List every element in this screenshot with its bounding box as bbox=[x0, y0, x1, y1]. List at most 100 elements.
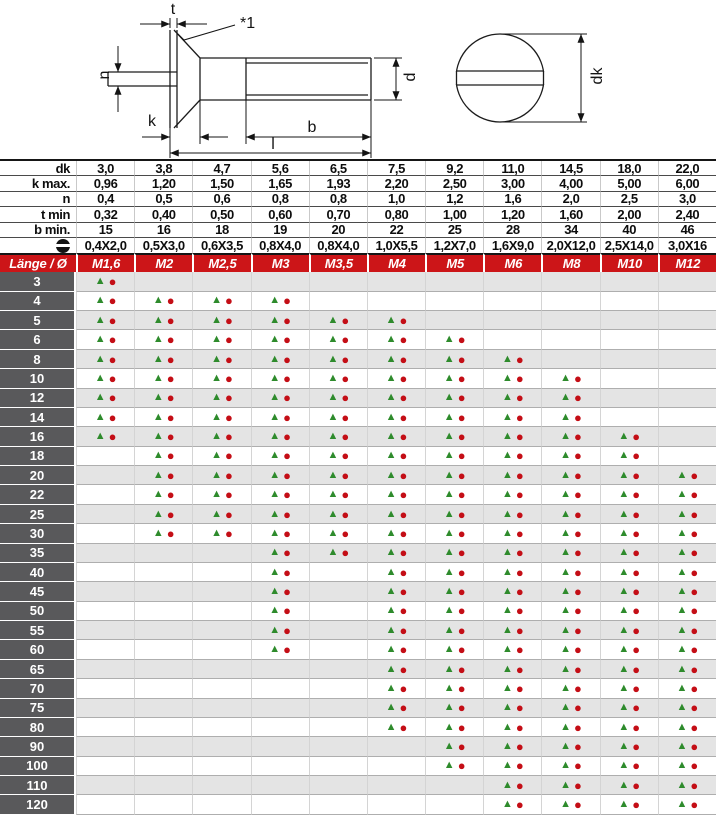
triangle-marker-icon: ▲ bbox=[385, 352, 397, 365]
circle-marker-icon: ● bbox=[690, 603, 699, 619]
availability-cell: ▲ ● bbox=[483, 621, 542, 641]
availability-cell bbox=[192, 621, 251, 641]
triangle-marker-icon: ▲ bbox=[327, 507, 339, 520]
triangle-marker-icon: ▲ bbox=[560, 468, 572, 481]
availability-cell bbox=[425, 776, 484, 796]
column-header-m10: M10 bbox=[599, 253, 658, 273]
triangle-marker-icon: ▲ bbox=[211, 468, 222, 481]
circle-marker-icon: ● bbox=[283, 564, 291, 580]
triangle-marker-icon: ▲ bbox=[501, 623, 513, 636]
availability-cell bbox=[134, 562, 193, 583]
triangle-marker-icon: ▲ bbox=[94, 410, 106, 423]
triangle-marker-icon: ▲ bbox=[501, 585, 513, 598]
availability-cell: ▲ ● bbox=[483, 349, 542, 370]
availability-cell: ▲ ● bbox=[76, 407, 135, 428]
triangle-marker-icon: ▲ bbox=[676, 468, 688, 481]
availability-cell: ▲ ● bbox=[599, 601, 658, 622]
circle-marker-icon: ● bbox=[166, 312, 175, 328]
circle-marker-icon: ● bbox=[632, 739, 641, 755]
triangle-marker-icon: ▲ bbox=[152, 371, 164, 384]
availability-cell bbox=[541, 291, 600, 312]
availability-cell bbox=[76, 446, 135, 467]
triangle-marker-icon: ▲ bbox=[676, 546, 688, 559]
spec-value: 2,50 bbox=[425, 176, 484, 192]
availability-cell bbox=[425, 795, 484, 815]
circle-marker-icon: ● bbox=[515, 370, 524, 386]
triangle-marker-icon: ▲ bbox=[618, 546, 630, 559]
availability-cell: ▲ ● bbox=[541, 582, 600, 602]
circle-marker-icon: ● bbox=[341, 409, 350, 425]
triangle-marker-icon: ▲ bbox=[443, 333, 455, 346]
availability-cell bbox=[76, 795, 135, 815]
availability-cell: ▲ ● bbox=[425, 369, 484, 389]
circle-marker-icon: ● bbox=[515, 680, 524, 696]
circle-marker-icon: ● bbox=[515, 642, 524, 658]
spec-value: 0,32 bbox=[76, 207, 135, 223]
circle-marker-icon: ● bbox=[166, 429, 175, 445]
circle-marker-icon: ● bbox=[283, 351, 291, 367]
triangle-marker-icon: ▲ bbox=[269, 333, 281, 346]
availability-cell: ▲ ● bbox=[366, 485, 426, 505]
triangle-marker-icon: ▲ bbox=[443, 662, 455, 675]
availability-cell: ▲ ● bbox=[483, 504, 542, 525]
availability-cell bbox=[425, 291, 484, 312]
availability-cell: ▲ ● bbox=[425, 582, 484, 602]
triangle-marker-icon: ▲ bbox=[385, 604, 397, 617]
availability-cell: ▲ ● bbox=[657, 679, 716, 699]
availability-cell bbox=[308, 601, 367, 622]
availability-cell: ▲ ● bbox=[250, 543, 309, 563]
circle-marker-icon: ● bbox=[632, 448, 641, 464]
circle-marker-icon: ● bbox=[457, 564, 466, 580]
triangle-marker-icon: ▲ bbox=[385, 313, 397, 326]
availability-cell bbox=[308, 698, 367, 718]
availability-cell: ▲ ● bbox=[192, 446, 251, 467]
triangle-marker-icon: ▲ bbox=[443, 371, 455, 384]
spec-value: 4,7 bbox=[192, 161, 251, 177]
availability-cell: ▲ ● bbox=[599, 446, 658, 467]
circle-marker-icon: ● bbox=[283, 545, 291, 561]
triangle-marker-icon: ▲ bbox=[269, 294, 281, 307]
availability-cell: ▲ ● bbox=[366, 349, 426, 370]
spec-value: 20 bbox=[308, 222, 367, 238]
availability-cell bbox=[483, 311, 542, 331]
circle-marker-icon: ● bbox=[632, 777, 641, 793]
availability-cell: ▲ ● bbox=[250, 407, 309, 428]
circle-marker-icon: ● bbox=[283, 525, 291, 541]
spec-value: 1,65 bbox=[250, 176, 309, 192]
circle-marker-icon: ● bbox=[224, 429, 233, 445]
dim-label-n: n bbox=[96, 71, 113, 80]
availability-cell: ▲ ● bbox=[308, 330, 367, 350]
triangle-marker-icon: ▲ bbox=[676, 759, 688, 772]
dim-label-t: t bbox=[171, 1, 176, 18]
spec-value: 0,8 bbox=[250, 191, 309, 208]
availability-cell: ▲ ● bbox=[76, 349, 135, 370]
triangle-marker-icon: ▲ bbox=[676, 740, 688, 753]
triangle-marker-icon: ▲ bbox=[211, 294, 222, 307]
availability-cell: ▲ ● bbox=[541, 562, 600, 583]
spec-value: 3,0X16 bbox=[657, 237, 716, 254]
circle-marker-icon: ● bbox=[166, 467, 175, 483]
availability-cell bbox=[134, 582, 193, 602]
triangle-marker-icon: ▲ bbox=[94, 313, 106, 326]
spec-value: 0,96 bbox=[76, 176, 135, 192]
circle-marker-icon: ● bbox=[457, 642, 466, 658]
triangle-marker-icon: ▲ bbox=[618, 662, 630, 675]
circle-marker-icon: ● bbox=[632, 797, 641, 813]
triangle-marker-icon: ▲ bbox=[618, 488, 630, 501]
spec-row-label-dk: dk bbox=[0, 161, 76, 177]
triangle-marker-icon: ▲ bbox=[211, 410, 222, 423]
triangle-marker-icon: ▲ bbox=[327, 449, 339, 462]
triangle-marker-icon: ▲ bbox=[501, 468, 513, 481]
circle-marker-icon: ● bbox=[632, 622, 641, 638]
availability-cell bbox=[192, 272, 251, 292]
circle-marker-icon: ● bbox=[574, 448, 582, 464]
circle-marker-icon: ● bbox=[399, 525, 408, 541]
circle-marker-icon: ● bbox=[515, 603, 524, 619]
availability-cell: ▲ ● bbox=[657, 601, 716, 622]
triangle-marker-icon: ▲ bbox=[618, 430, 630, 443]
availability-cell: ▲ ● bbox=[425, 737, 484, 757]
row-length-label: 40 bbox=[0, 562, 76, 583]
circle-marker-icon: ● bbox=[690, 642, 699, 658]
availability-cell: ▲ ● bbox=[425, 562, 484, 583]
technical-drawing-area: t *1 n k b l d dk bbox=[0, 0, 716, 159]
